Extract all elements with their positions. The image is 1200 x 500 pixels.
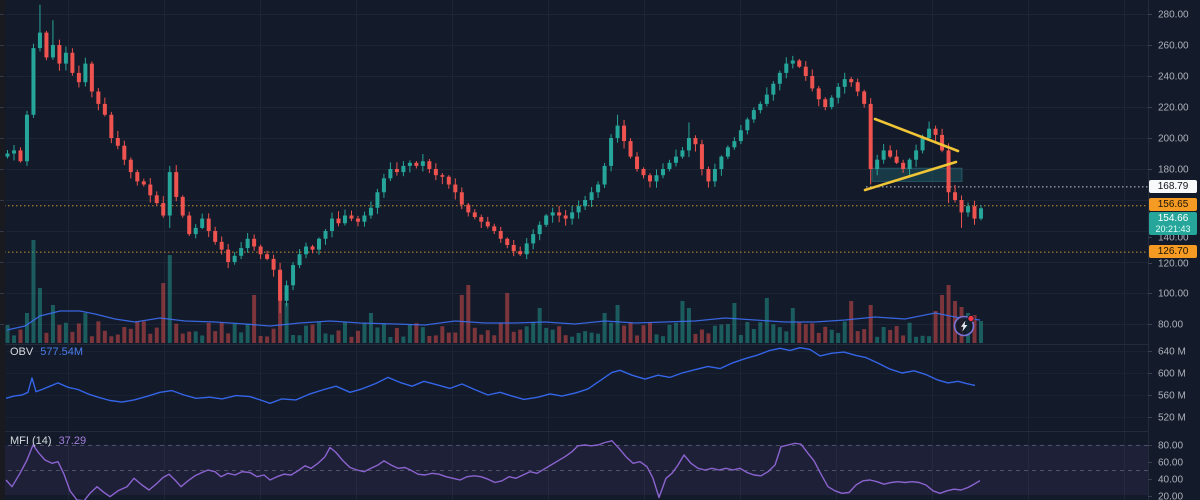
market-status-flash-icon[interactable] bbox=[953, 314, 975, 337]
price-tick-260: 260.00 bbox=[1158, 41, 1189, 52]
obv-line bbox=[5, 347, 976, 404]
obv-label: OBV bbox=[10, 346, 34, 358]
price-tick-220: 220.00 bbox=[1158, 103, 1189, 114]
alert-level-label-126: 126.70 bbox=[1149, 245, 1197, 258]
last-price-label: 154.66 20:21:43 bbox=[1149, 212, 1197, 235]
obv-tick-560: 560 M bbox=[1158, 391, 1186, 402]
alert-level-label-156: 156.65 bbox=[1149, 198, 1197, 211]
price-tick-180: 180.00 bbox=[1158, 165, 1189, 176]
price-tick-80: 80.00 bbox=[1158, 320, 1183, 331]
indicator-gridlines bbox=[6, 351, 1148, 418]
price-tick-240: 240.00 bbox=[1158, 72, 1189, 83]
price-tick-120: 120.00 bbox=[1158, 259, 1189, 270]
mfi-value: 37.29 bbox=[58, 435, 87, 447]
price-tick-280: 280.00 bbox=[1158, 10, 1189, 21]
volume-bars bbox=[5, 240, 983, 343]
wedge-upper-trendline[interactable] bbox=[873, 117, 960, 153]
obv-tick-640: 640 M bbox=[1158, 347, 1186, 358]
vertical-gridlines bbox=[68, 0, 1125, 500]
mfi-tick-80: 80.00 bbox=[1158, 441, 1183, 452]
price-tick-100: 100.00 bbox=[1158, 289, 1189, 300]
mfi-pane-legend[interactable]: MFI (14) 37.29 bbox=[10, 435, 86, 447]
price-tick-200: 200.00 bbox=[1158, 134, 1189, 145]
wedge-lower-trendline[interactable] bbox=[863, 160, 958, 192]
obv-tick-520: 520 M bbox=[1158, 413, 1186, 424]
mfi-tick-40: 40.00 bbox=[1158, 475, 1183, 486]
obv-pane[interactable] bbox=[5, 347, 976, 404]
price-tick-140: 140.00 bbox=[1158, 233, 1189, 244]
obv-tick-600: 600 M bbox=[1158, 369, 1186, 380]
mfi-label: MFI (14) bbox=[10, 435, 52, 447]
obv-pane-legend[interactable]: OBV 577.54M bbox=[10, 346, 83, 358]
price-level-label-168: 168.79 bbox=[1149, 180, 1197, 193]
left-scale-strip bbox=[0, 0, 5, 500]
mfi-band-fill bbox=[0, 445, 1148, 495]
mfi-tick-60: 60.00 bbox=[1158, 458, 1183, 469]
mfi-tick-20: 20.00 bbox=[1158, 492, 1183, 500]
volume-ma-line bbox=[6, 310, 981, 331]
price-pane[interactable] bbox=[0, 4, 1148, 343]
candles bbox=[5, 4, 983, 314]
mfi-line bbox=[5, 440, 981, 500]
last-price-value: 154.66 bbox=[1157, 212, 1189, 224]
bar-countdown: 20:21:43 bbox=[1155, 223, 1191, 234]
obv-value: 577.54M bbox=[40, 346, 84, 358]
mfi-pane[interactable] bbox=[0, 440, 1148, 500]
